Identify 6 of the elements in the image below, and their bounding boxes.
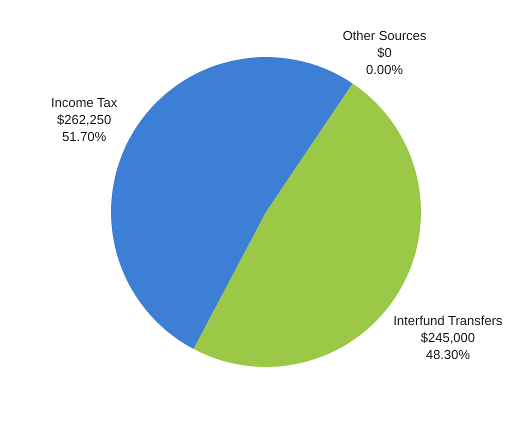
text: $0 0.00%: [366, 45, 403, 78]
data-label: $245,000 48.30%: [420, 330, 475, 362]
slice-label: Income Tax: [50, 95, 118, 110]
slice-label: Interfund Transfers: [393, 312, 503, 328]
data-label: $262,250 51.70%: [57, 112, 112, 144]
category-label: Other Sources: [342, 28, 426, 44]
